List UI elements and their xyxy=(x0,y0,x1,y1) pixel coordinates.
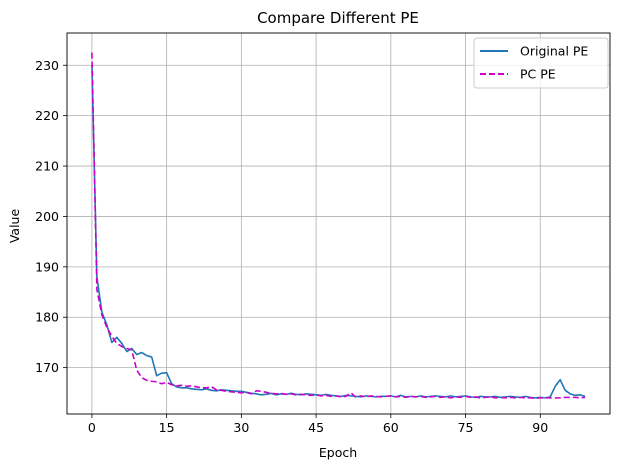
grid-lines xyxy=(67,33,610,414)
x-tick-label: 0 xyxy=(88,420,96,435)
y-tick-label: 220 xyxy=(35,108,59,123)
x-tick-label: 30 xyxy=(233,420,249,435)
x-tick-label: 45 xyxy=(308,420,324,435)
legend-label-pc-pe: PC PE xyxy=(520,67,556,82)
legend-label-original-pe: Original PE xyxy=(520,44,588,59)
y-tick-label: 170 xyxy=(35,360,59,375)
y-tick-label: 180 xyxy=(35,310,59,325)
legend: Original PE PC PE xyxy=(473,37,609,89)
x-tick-label: 60 xyxy=(383,420,399,435)
x-tick-label: 15 xyxy=(159,420,175,435)
y-tick-label: 200 xyxy=(35,209,59,224)
y-tick-label: 210 xyxy=(35,159,59,174)
series-lines xyxy=(91,52,586,400)
y-tick-label: 190 xyxy=(35,259,59,274)
plot-frame xyxy=(66,32,611,415)
y-tick-label: 230 xyxy=(35,58,59,73)
x-tick-label: 90 xyxy=(532,420,548,435)
axis-ticks: 0 15 30 45 60 75 90 170 180 190 200 210 220 230 xyxy=(35,58,548,435)
chart-title: Compare Different PE xyxy=(257,9,419,27)
y-axis-label: Value xyxy=(7,209,22,244)
x-tick-label: 75 xyxy=(458,420,474,435)
x-axis-label: Epoch xyxy=(319,445,357,460)
series-line-pc-pe xyxy=(91,52,586,400)
